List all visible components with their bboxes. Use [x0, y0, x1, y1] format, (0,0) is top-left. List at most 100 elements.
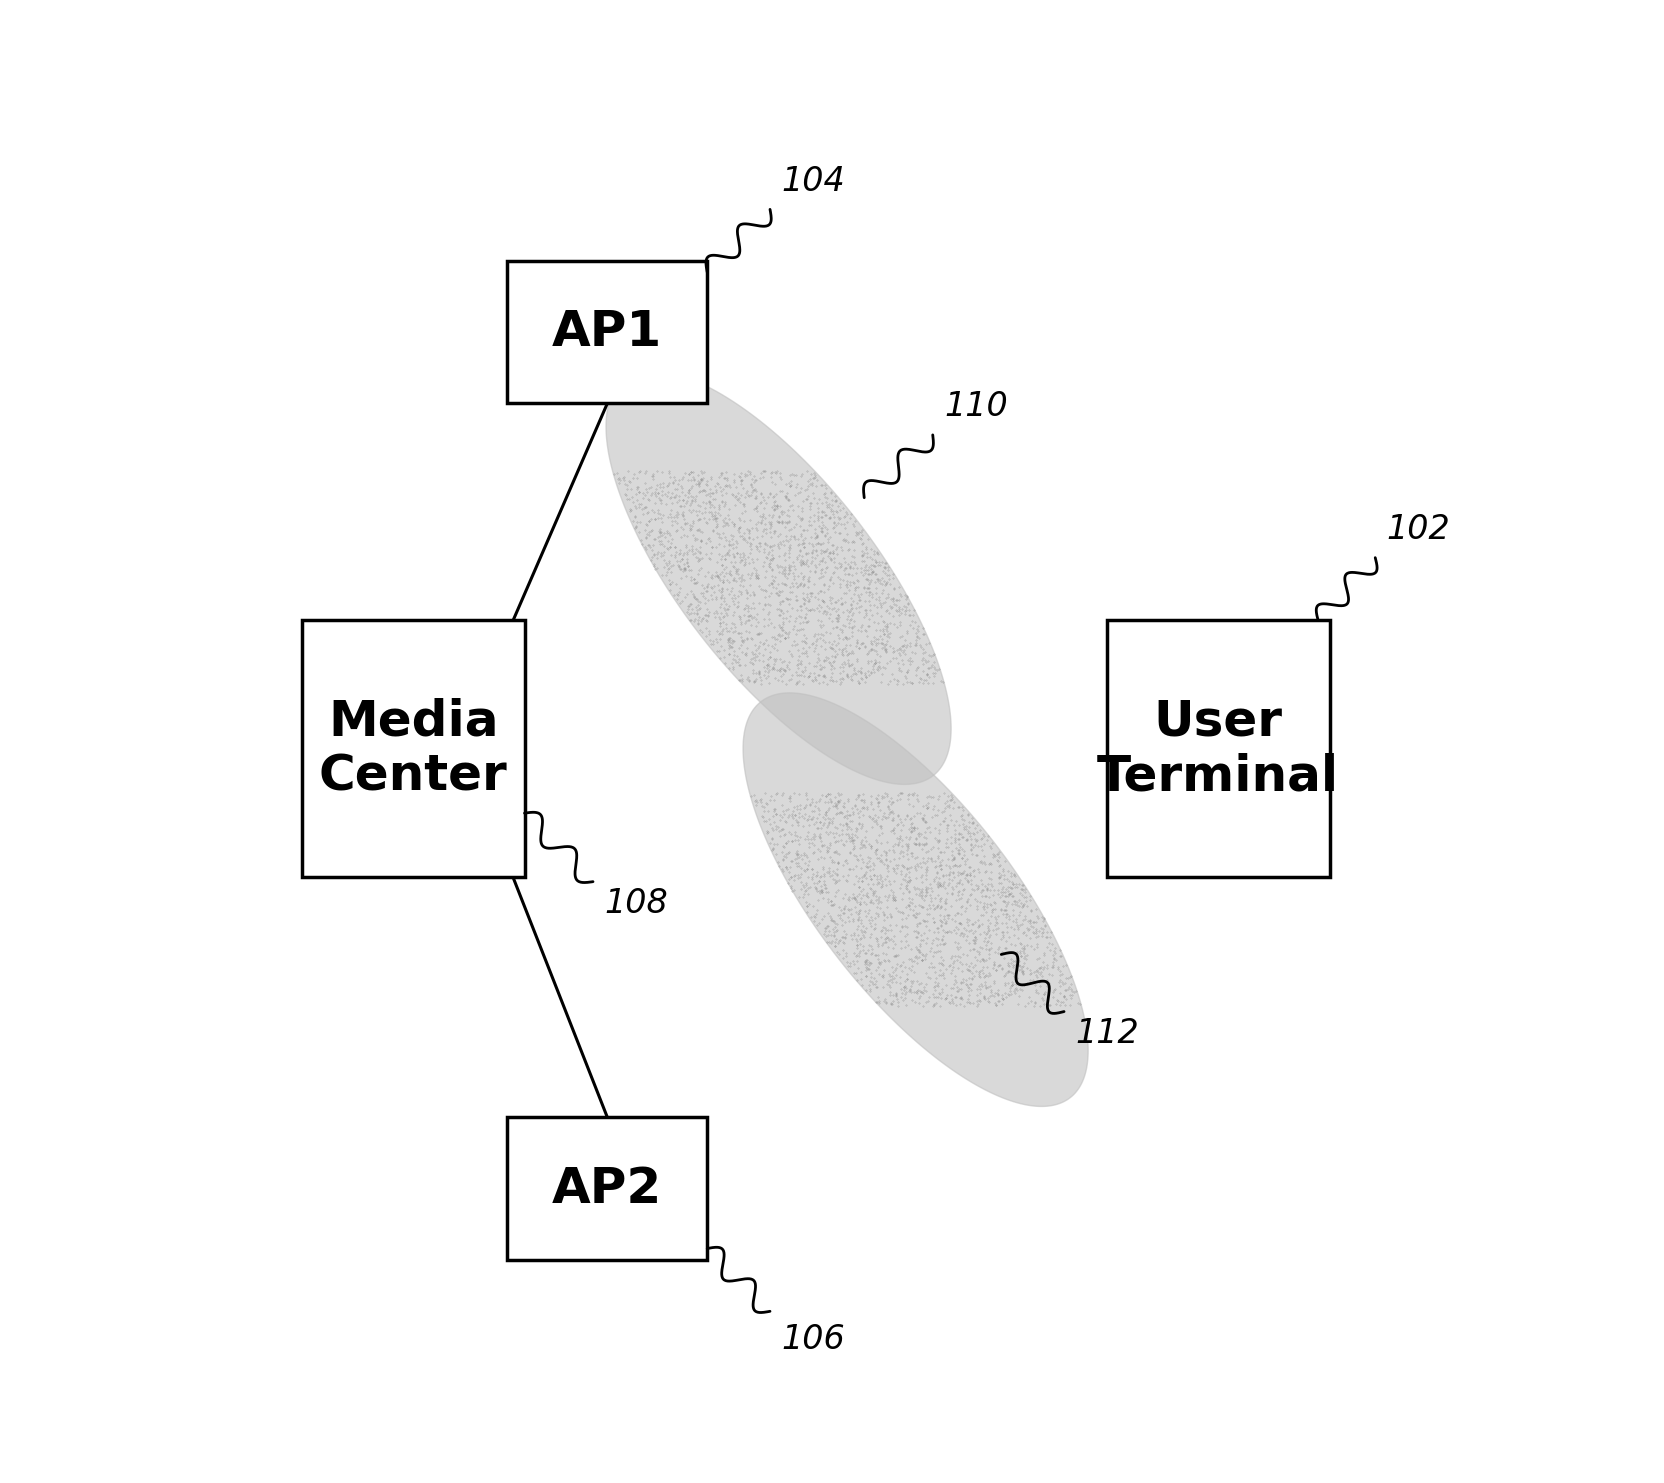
- Point: [824, 918, 850, 942]
- Point: [867, 590, 894, 614]
- Point: [922, 854, 948, 878]
- Point: [990, 866, 1017, 890]
- Point: [1013, 894, 1040, 918]
- Point: [978, 853, 1005, 876]
- Point: [852, 663, 879, 687]
- Point: [769, 578, 795, 602]
- Point: [973, 893, 1000, 916]
- Point: [679, 460, 706, 483]
- Point: [782, 610, 809, 633]
- Point: [759, 543, 785, 567]
- Point: [914, 927, 940, 951]
- Point: [687, 556, 714, 580]
- Point: [750, 614, 777, 638]
- Polygon shape: [606, 371, 952, 785]
- Point: [998, 865, 1025, 888]
- Point: [754, 532, 780, 556]
- Point: [792, 871, 819, 894]
- Point: [935, 854, 962, 878]
- Point: [860, 857, 887, 881]
- Point: [819, 596, 845, 620]
- Point: [990, 964, 1017, 988]
- Point: [737, 572, 764, 596]
- Point: [955, 856, 982, 879]
- Point: [892, 976, 919, 1000]
- Point: [804, 899, 830, 922]
- Point: [742, 614, 769, 638]
- Point: [997, 925, 1023, 949]
- Point: [825, 783, 852, 807]
- Point: [935, 991, 962, 1014]
- Point: [840, 942, 867, 965]
- Point: [855, 650, 882, 673]
- Point: [977, 893, 1003, 916]
- Point: [819, 610, 845, 633]
- Point: [689, 607, 716, 630]
- Point: [897, 612, 924, 636]
- Point: [819, 541, 845, 565]
- Point: [962, 857, 988, 881]
- Point: [785, 813, 812, 836]
- Point: [802, 667, 829, 691]
- Point: [769, 559, 795, 583]
- Point: [692, 472, 719, 495]
- Point: [1030, 951, 1057, 974]
- Point: [845, 575, 872, 599]
- Point: [970, 823, 997, 847]
- Point: [681, 571, 707, 595]
- Point: [985, 983, 1012, 1007]
- Point: [805, 816, 832, 839]
- Point: [892, 627, 919, 651]
- Point: [769, 615, 795, 639]
- Point: [938, 869, 965, 893]
- Point: [810, 664, 837, 688]
- Point: [938, 976, 965, 1000]
- Point: [794, 845, 820, 869]
- Point: [965, 943, 992, 967]
- Point: [1030, 957, 1057, 980]
- Point: [889, 900, 915, 924]
- Point: [721, 555, 747, 578]
- Point: [1027, 994, 1053, 1017]
- Point: [845, 805, 872, 829]
- Point: [942, 819, 968, 842]
- Point: [968, 936, 995, 960]
- Point: [920, 672, 947, 696]
- Point: [779, 829, 805, 853]
- Point: [1018, 989, 1045, 1013]
- Point: [854, 951, 880, 974]
- Point: [814, 915, 840, 939]
- Point: [920, 940, 947, 964]
- Point: [794, 878, 820, 902]
- Point: [810, 865, 837, 888]
- Point: [632, 460, 659, 483]
- Point: [995, 882, 1022, 906]
- Point: [641, 543, 667, 567]
- Point: [829, 618, 855, 642]
- Point: [960, 937, 987, 961]
- Point: [697, 492, 724, 516]
- Point: [667, 494, 694, 518]
- Point: [692, 564, 719, 587]
- Point: [845, 875, 872, 899]
- Point: [834, 642, 860, 666]
- Point: [952, 851, 978, 875]
- Point: [938, 848, 965, 872]
- Point: [724, 518, 750, 541]
- Point: [800, 813, 827, 836]
- Point: [804, 914, 830, 937]
- Point: [897, 826, 924, 850]
- Text: AP1: AP1: [552, 308, 662, 356]
- Point: [701, 506, 727, 529]
- Point: [874, 905, 900, 928]
- Point: [674, 547, 701, 571]
- Point: [855, 951, 882, 974]
- Point: [614, 488, 641, 512]
- Point: [775, 535, 802, 559]
- Point: [867, 949, 894, 973]
- Point: [847, 667, 874, 691]
- Point: [849, 817, 875, 841]
- Point: [767, 657, 794, 681]
- Point: [661, 485, 687, 509]
- Point: [865, 823, 892, 847]
